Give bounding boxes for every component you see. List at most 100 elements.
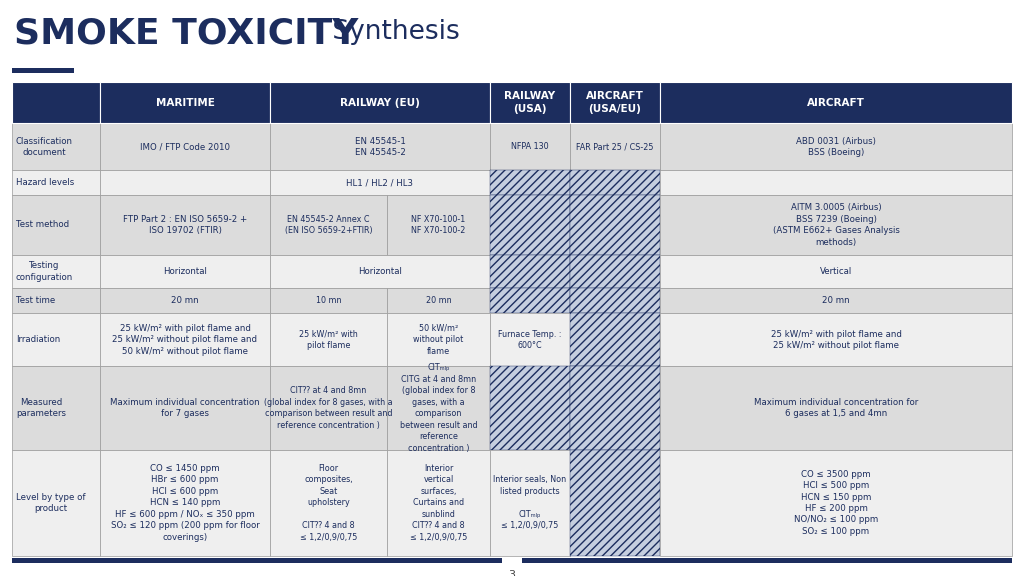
- Bar: [490, 288, 570, 313]
- Text: Classification
document: Classification document: [16, 137, 73, 157]
- Bar: [270, 366, 387, 449]
- Bar: [100, 313, 270, 366]
- Bar: [387, 313, 490, 366]
- Text: AIRCRAFT
(USA/EU): AIRCRAFT (USA/EU): [586, 92, 644, 114]
- Text: Interior
vertical
surfaces,
Curtains and
sunblind
CIT⁇ 4 and 8
≤ 1,2/0,9/0,75: Interior vertical surfaces, Curtains and…: [410, 464, 467, 541]
- Bar: [387, 366, 490, 449]
- Text: IMO / FTP Code 2010: IMO / FTP Code 2010: [140, 142, 230, 151]
- Bar: [570, 288, 660, 313]
- Text: CITₘₗₚ
CITG at 4 and 8mn
(global index for 8
gases, with a
comparison
between re: CITₘₗₚ CITG at 4 and 8mn (global index f…: [399, 363, 477, 453]
- Text: Horizontal: Horizontal: [358, 267, 402, 276]
- Bar: [660, 123, 1012, 170]
- Text: CO ≤ 1450 ppm
HBr ≤ 600 ppm
HCl ≤ 600 ppm
HCN ≤ 140 ppm
HF ≤ 600 ppm / NOₓ ≤ 350: CO ≤ 1450 ppm HBr ≤ 600 ppm HCl ≤ 600 pp…: [111, 464, 259, 541]
- Text: 20 mn: 20 mn: [426, 296, 452, 305]
- Bar: [100, 195, 270, 255]
- Bar: [12, 449, 100, 556]
- Bar: [490, 313, 570, 366]
- Bar: [270, 123, 490, 170]
- Text: 25 kW/m² with
pilot flame: 25 kW/m² with pilot flame: [299, 329, 357, 350]
- Bar: [490, 123, 570, 170]
- Bar: [12, 195, 100, 255]
- Text: RAILWAY (EU): RAILWAY (EU): [340, 98, 420, 108]
- Bar: [490, 82, 570, 123]
- Bar: [100, 82, 270, 123]
- Bar: [270, 195, 387, 255]
- Bar: [570, 255, 660, 288]
- Bar: [100, 366, 270, 449]
- Bar: [660, 449, 1012, 556]
- Bar: [570, 449, 660, 556]
- Text: Irradiation: Irradiation: [16, 335, 60, 344]
- Text: Hazard levels: Hazard levels: [16, 178, 75, 187]
- Text: 20 mn: 20 mn: [822, 296, 850, 305]
- Text: NFPA 130: NFPA 130: [511, 142, 549, 151]
- Bar: [12, 170, 100, 195]
- Bar: [490, 449, 570, 556]
- Bar: [12, 82, 100, 123]
- Bar: [12, 313, 100, 366]
- Text: EN 45545-2 Annex C
(EN ISO 5659-2+FTIR): EN 45545-2 Annex C (EN ISO 5659-2+FTIR): [285, 215, 373, 235]
- Bar: [660, 366, 1012, 449]
- Bar: [570, 366, 660, 449]
- Bar: [490, 366, 570, 449]
- Bar: [12, 68, 74, 73]
- Text: CIT⁇ at 4 and 8mn
(global index for 8 gases, with a
comparison between result an: CIT⁇ at 4 and 8mn (global index for 8 ga…: [264, 386, 393, 430]
- Text: RAILWAY
(USA): RAILWAY (USA): [505, 92, 556, 114]
- Text: 10 mn: 10 mn: [315, 296, 341, 305]
- Text: 50 kW/m²
without pilot
flame: 50 kW/m² without pilot flame: [414, 324, 464, 356]
- Bar: [570, 170, 660, 195]
- Text: FAR Part 25 / CS-25: FAR Part 25 / CS-25: [577, 142, 653, 151]
- Bar: [660, 195, 1012, 255]
- Bar: [660, 313, 1012, 366]
- Text: Synthesis: Synthesis: [324, 19, 460, 45]
- Text: Vertical: Vertical: [820, 267, 852, 276]
- Text: 3: 3: [509, 570, 515, 576]
- Bar: [100, 170, 270, 195]
- Bar: [100, 123, 270, 170]
- Text: Floor
composites,
Seat
upholstery

CIT⁇ 4 and 8
≤ 1,2/0,9/0,75: Floor composites, Seat upholstery CIT⁇ 4…: [300, 464, 357, 541]
- Text: 20 mn: 20 mn: [171, 296, 199, 305]
- Text: FTP Part 2 : EN ISO 5659-2 +
ISO 19702 (FTIR): FTP Part 2 : EN ISO 5659-2 + ISO 19702 (…: [123, 215, 247, 235]
- Bar: [12, 288, 100, 313]
- Bar: [570, 313, 660, 366]
- Bar: [12, 366, 100, 449]
- Bar: [270, 288, 387, 313]
- Bar: [387, 449, 490, 556]
- Bar: [270, 255, 490, 288]
- Bar: [100, 288, 270, 313]
- Bar: [12, 255, 100, 288]
- Text: AITM 3.0005 (Airbus)
BSS 7239 (Boeing)
(ASTM E662+ Gases Analysis
methods): AITM 3.0005 (Airbus) BSS 7239 (Boeing) (…: [772, 203, 899, 247]
- Text: Maximum individual concentration for
6 gases at 1,5 and 4mn: Maximum individual concentration for 6 g…: [754, 397, 919, 418]
- Bar: [660, 170, 1012, 195]
- Bar: [660, 288, 1012, 313]
- Text: CO ≤ 3500 ppm
HCl ≤ 500 ppm
HCN ≤ 150 ppm
HF ≤ 200 ppm
NO/NO₂ ≤ 100 ppm
SO₂ ≤ 10: CO ≤ 3500 ppm HCl ≤ 500 ppm HCN ≤ 150 pp…: [794, 469, 879, 536]
- Text: Test time: Test time: [16, 296, 55, 305]
- Bar: [570, 123, 660, 170]
- Text: HL1 / HL2 / HL3: HL1 / HL2 / HL3: [346, 178, 414, 187]
- Bar: [522, 558, 1012, 563]
- Bar: [387, 195, 490, 255]
- Text: Horizontal: Horizontal: [163, 267, 207, 276]
- Text: 25 kW/m² with pilot flame and
25 kW/m² without pilot flame and
50 kW/m² without : 25 kW/m² with pilot flame and 25 kW/m² w…: [113, 324, 257, 356]
- Text: SMOKE TOXICITY: SMOKE TOXICITY: [14, 16, 358, 50]
- Bar: [387, 288, 490, 313]
- Text: AIRCRAFT: AIRCRAFT: [807, 98, 865, 108]
- Text: Level by type of
product: Level by type of product: [16, 492, 85, 513]
- Bar: [490, 195, 570, 255]
- Text: NF X70-100-1
NF X70-100-2: NF X70-100-1 NF X70-100-2: [412, 215, 466, 235]
- Text: Interior seals, Non
listed products

CITₘₗₚ
≤ 1,2/0,9/0,75: Interior seals, Non listed products CITₘ…: [494, 475, 566, 530]
- Text: Measured
parameters: Measured parameters: [16, 397, 66, 418]
- Text: Furnace Temp. :
600°C: Furnace Temp. : 600°C: [499, 329, 562, 350]
- Text: EN 45545-1
EN 45545-2: EN 45545-1 EN 45545-2: [354, 137, 406, 157]
- Text: Testing
configuration: Testing configuration: [16, 262, 74, 282]
- Bar: [660, 82, 1012, 123]
- Bar: [570, 195, 660, 255]
- Bar: [490, 170, 570, 195]
- Bar: [270, 82, 490, 123]
- Text: ABD 0031 (Airbus)
BSS (Boeing): ABD 0031 (Airbus) BSS (Boeing): [796, 137, 876, 157]
- Text: MARITIME: MARITIME: [156, 98, 214, 108]
- Bar: [12, 558, 502, 563]
- Bar: [100, 255, 270, 288]
- Text: Maximum individual concentration
for 7 gases: Maximum individual concentration for 7 g…: [111, 397, 260, 418]
- Bar: [660, 255, 1012, 288]
